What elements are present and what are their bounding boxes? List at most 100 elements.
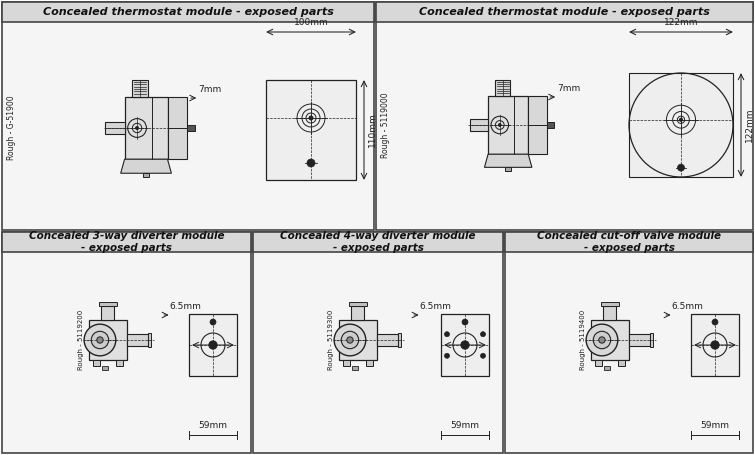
Bar (601, 302, 618, 306)
Bar (266, 80, 356, 180)
Bar (101, 306, 114, 320)
Bar (2, 2, 374, 230)
Bar (366, 360, 373, 365)
Circle shape (586, 324, 618, 356)
Bar (505, 232, 753, 252)
Bar (470, 119, 488, 131)
Text: Rough - G-51900: Rough - G-51900 (0, 454, 1, 455)
Bar (505, 232, 753, 453)
Bar (127, 334, 148, 346)
Text: Rough - G-51900: Rough - G-51900 (8, 96, 17, 160)
Circle shape (599, 337, 605, 343)
Bar (102, 365, 108, 370)
Bar (352, 365, 358, 370)
Bar (168, 97, 187, 159)
Circle shape (461, 341, 469, 349)
Text: 6.5mm: 6.5mm (420, 302, 451, 311)
Bar (187, 125, 195, 131)
Bar (547, 122, 554, 128)
Bar (376, 2, 753, 22)
Bar (591, 320, 629, 360)
Bar (125, 97, 168, 159)
Text: 6.5mm: 6.5mm (170, 302, 202, 311)
Bar (2, 232, 251, 252)
Bar (441, 314, 489, 376)
Circle shape (135, 126, 139, 130)
Text: 59mm: 59mm (701, 421, 729, 430)
Circle shape (680, 118, 683, 121)
Bar (629, 73, 733, 177)
Bar (189, 314, 237, 376)
Circle shape (480, 332, 485, 337)
Text: Rough - G-51900: Rough - G-51900 (0, 454, 1, 455)
Text: Rough - 5119400: Rough - 5119400 (580, 310, 586, 370)
Bar (2, 2, 374, 22)
Bar (339, 320, 377, 360)
Bar (603, 306, 616, 320)
Polygon shape (121, 159, 171, 173)
Bar (377, 334, 398, 346)
Bar (253, 232, 503, 453)
Bar (2, 232, 251, 453)
Text: 7mm: 7mm (557, 84, 581, 93)
Circle shape (710, 341, 720, 349)
Circle shape (480, 353, 485, 358)
Circle shape (97, 337, 103, 343)
Circle shape (712, 319, 718, 325)
Bar (93, 360, 100, 365)
Text: Concealed 3-way diverter module
- exposed parts: Concealed 3-way diverter module - expose… (29, 231, 224, 253)
Circle shape (91, 331, 109, 349)
Bar (105, 122, 125, 134)
Bar (604, 365, 610, 370)
Text: 7mm: 7mm (199, 85, 222, 94)
Bar (488, 96, 528, 154)
Bar (618, 360, 625, 365)
Bar (376, 2, 753, 230)
Text: Concealed thermostat module - exposed parts: Concealed thermostat module - exposed pa… (42, 7, 334, 17)
Bar (495, 80, 510, 96)
Text: Concealed thermostat module - exposed parts: Concealed thermostat module - exposed pa… (419, 7, 710, 17)
Polygon shape (485, 154, 532, 167)
Bar (143, 173, 149, 177)
Text: 122mm: 122mm (745, 108, 754, 142)
Circle shape (84, 324, 116, 356)
Circle shape (347, 337, 353, 343)
Circle shape (593, 331, 611, 349)
Bar (351, 306, 365, 320)
Text: Concealed cut-off valve module
- exposed parts: Concealed cut-off valve module - exposed… (537, 231, 721, 253)
Bar (132, 80, 148, 97)
Circle shape (445, 353, 449, 358)
Circle shape (677, 164, 685, 171)
Text: 100mm: 100mm (294, 18, 328, 27)
Bar (89, 320, 127, 360)
Bar (398, 333, 401, 347)
Bar (116, 360, 123, 365)
Bar (350, 302, 366, 306)
Text: 110mm: 110mm (368, 113, 377, 147)
Bar (343, 360, 350, 365)
Bar (691, 314, 739, 376)
Circle shape (498, 124, 501, 126)
Bar (629, 334, 650, 346)
Text: Rough - 5119200: Rough - 5119200 (78, 310, 84, 370)
Bar (148, 333, 151, 347)
Bar (528, 96, 547, 154)
Circle shape (309, 116, 313, 120)
Bar (505, 167, 511, 171)
Bar (99, 302, 116, 306)
Text: 6.5mm: 6.5mm (672, 302, 704, 311)
Circle shape (341, 331, 359, 349)
Bar (595, 360, 602, 365)
Circle shape (462, 319, 468, 325)
Circle shape (209, 341, 217, 349)
Bar (650, 333, 653, 347)
Text: Rough - 5119300: Rough - 5119300 (328, 310, 334, 370)
Text: 122mm: 122mm (664, 18, 698, 27)
Text: Rough - 5119000: Rough - 5119000 (381, 92, 390, 158)
Text: 59mm: 59mm (199, 421, 227, 430)
Text: 59mm: 59mm (451, 421, 479, 430)
Circle shape (334, 324, 366, 356)
Circle shape (445, 332, 449, 337)
Circle shape (210, 319, 216, 325)
Bar (253, 232, 503, 252)
